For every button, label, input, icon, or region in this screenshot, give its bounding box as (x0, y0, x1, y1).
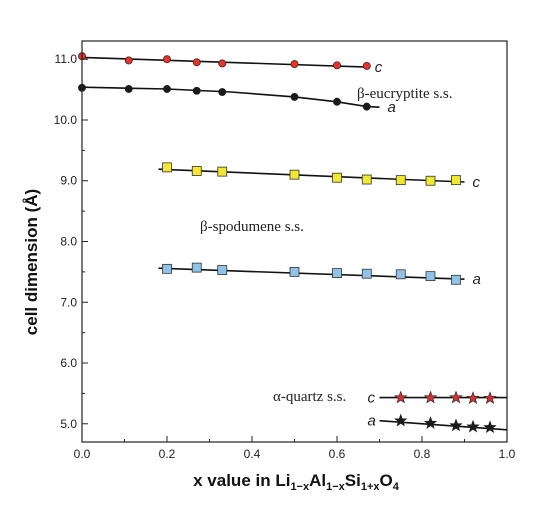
x-tick-label: 0.2 (159, 447, 176, 461)
y-tick-label: 8.0 (60, 235, 77, 249)
data-point (449, 390, 463, 404)
data-point (449, 418, 463, 432)
data-point (451, 274, 461, 285)
series-tag: a (388, 99, 396, 116)
data-point (163, 85, 171, 93)
data-point (218, 59, 227, 68)
data-point (423, 390, 438, 404)
data-point (162, 263, 172, 274)
data-point (191, 166, 202, 176)
y-tick-label: 7.0 (60, 295, 77, 309)
data-point (191, 262, 202, 273)
y-tick-label: 9.0 (60, 174, 77, 188)
data-point (163, 55, 171, 64)
data-point (290, 60, 299, 69)
data-point (218, 88, 227, 96)
data-point (362, 102, 371, 111)
data-point (124, 85, 133, 93)
data-point (425, 271, 436, 282)
data-point (394, 390, 408, 404)
data-point (217, 265, 228, 275)
data-point (192, 58, 201, 67)
x-title-mid3: O (380, 471, 393, 490)
data-point (290, 92, 299, 101)
series-tag: c (375, 59, 383, 76)
data-point (124, 56, 133, 65)
group-label: α-quartz s.s. (273, 389, 346, 405)
x-tick-label: 0.0 (74, 447, 91, 461)
x-title-mid2: Si (345, 471, 361, 490)
data-point (423, 416, 438, 429)
x-title-sub1: 1−x (290, 481, 310, 493)
y-axis-title: cell dimension (Å) (22, 189, 41, 335)
data-point (362, 61, 371, 70)
x-axis-title: x value in Li1−xAl1−xSi1+xO4 (193, 471, 400, 493)
data-point (395, 269, 406, 280)
y-tick-label: 11.0 (55, 52, 78, 66)
x-tick-label: 0.4 (244, 447, 261, 461)
data-point (289, 169, 300, 180)
data-point (466, 391, 480, 404)
x-title-sub3: 1+x (361, 481, 381, 493)
y-tick-label: 5.0 (60, 417, 77, 431)
data-point (162, 162, 172, 173)
x-tick-label: 0.6 (329, 447, 346, 461)
series-tag: a (473, 271, 481, 288)
group-labels: β-eucryptite s.s. β-spodumene s.s. α-quart… (200, 86, 453, 405)
tick-labels: 0.0 0.2 0.4 0.6 0.8 1.0 5.0 6.0 7.0 8.0 9.0 10.0 11.… (54, 52, 516, 461)
y-tick-label: 6.0 (60, 356, 77, 370)
axis-ticks (81, 58, 508, 442)
x-title-mid1: Al (309, 471, 326, 490)
data-point (333, 61, 341, 70)
data-point (425, 175, 436, 186)
data-point (333, 97, 341, 106)
data-point (289, 266, 300, 277)
x-tick-label: 1.0 (499, 447, 516, 461)
fit-line-3 (158, 267, 465, 280)
series-tag: c (368, 390, 376, 407)
fit-line-2 (158, 168, 465, 183)
data-point (361, 174, 372, 185)
x-title-sub2: 1−x (326, 481, 346, 493)
series-tag: c (473, 174, 481, 191)
series-tag: a (368, 413, 376, 430)
data-point (483, 420, 497, 434)
data-point (394, 413, 408, 427)
data-point (361, 268, 372, 279)
x-title-sub4: 4 (393, 481, 400, 493)
group-label: β-spodumene s.s. (200, 219, 304, 235)
data-point (451, 175, 461, 186)
x-tick-label: 0.8 (414, 447, 431, 461)
x-title-base: x value in Li (193, 471, 290, 490)
data-point (217, 166, 228, 177)
fit-lines (81, 56, 508, 431)
data-point (395, 175, 406, 186)
data-point (332, 268, 342, 278)
data-point (483, 391, 497, 404)
data-point (466, 419, 480, 433)
group-label: β-eucryptite s.s. (357, 86, 453, 102)
data-markers (78, 52, 497, 434)
y-tick-label: 10.0 (54, 113, 78, 127)
data-point (332, 172, 342, 183)
data-point (192, 86, 201, 95)
